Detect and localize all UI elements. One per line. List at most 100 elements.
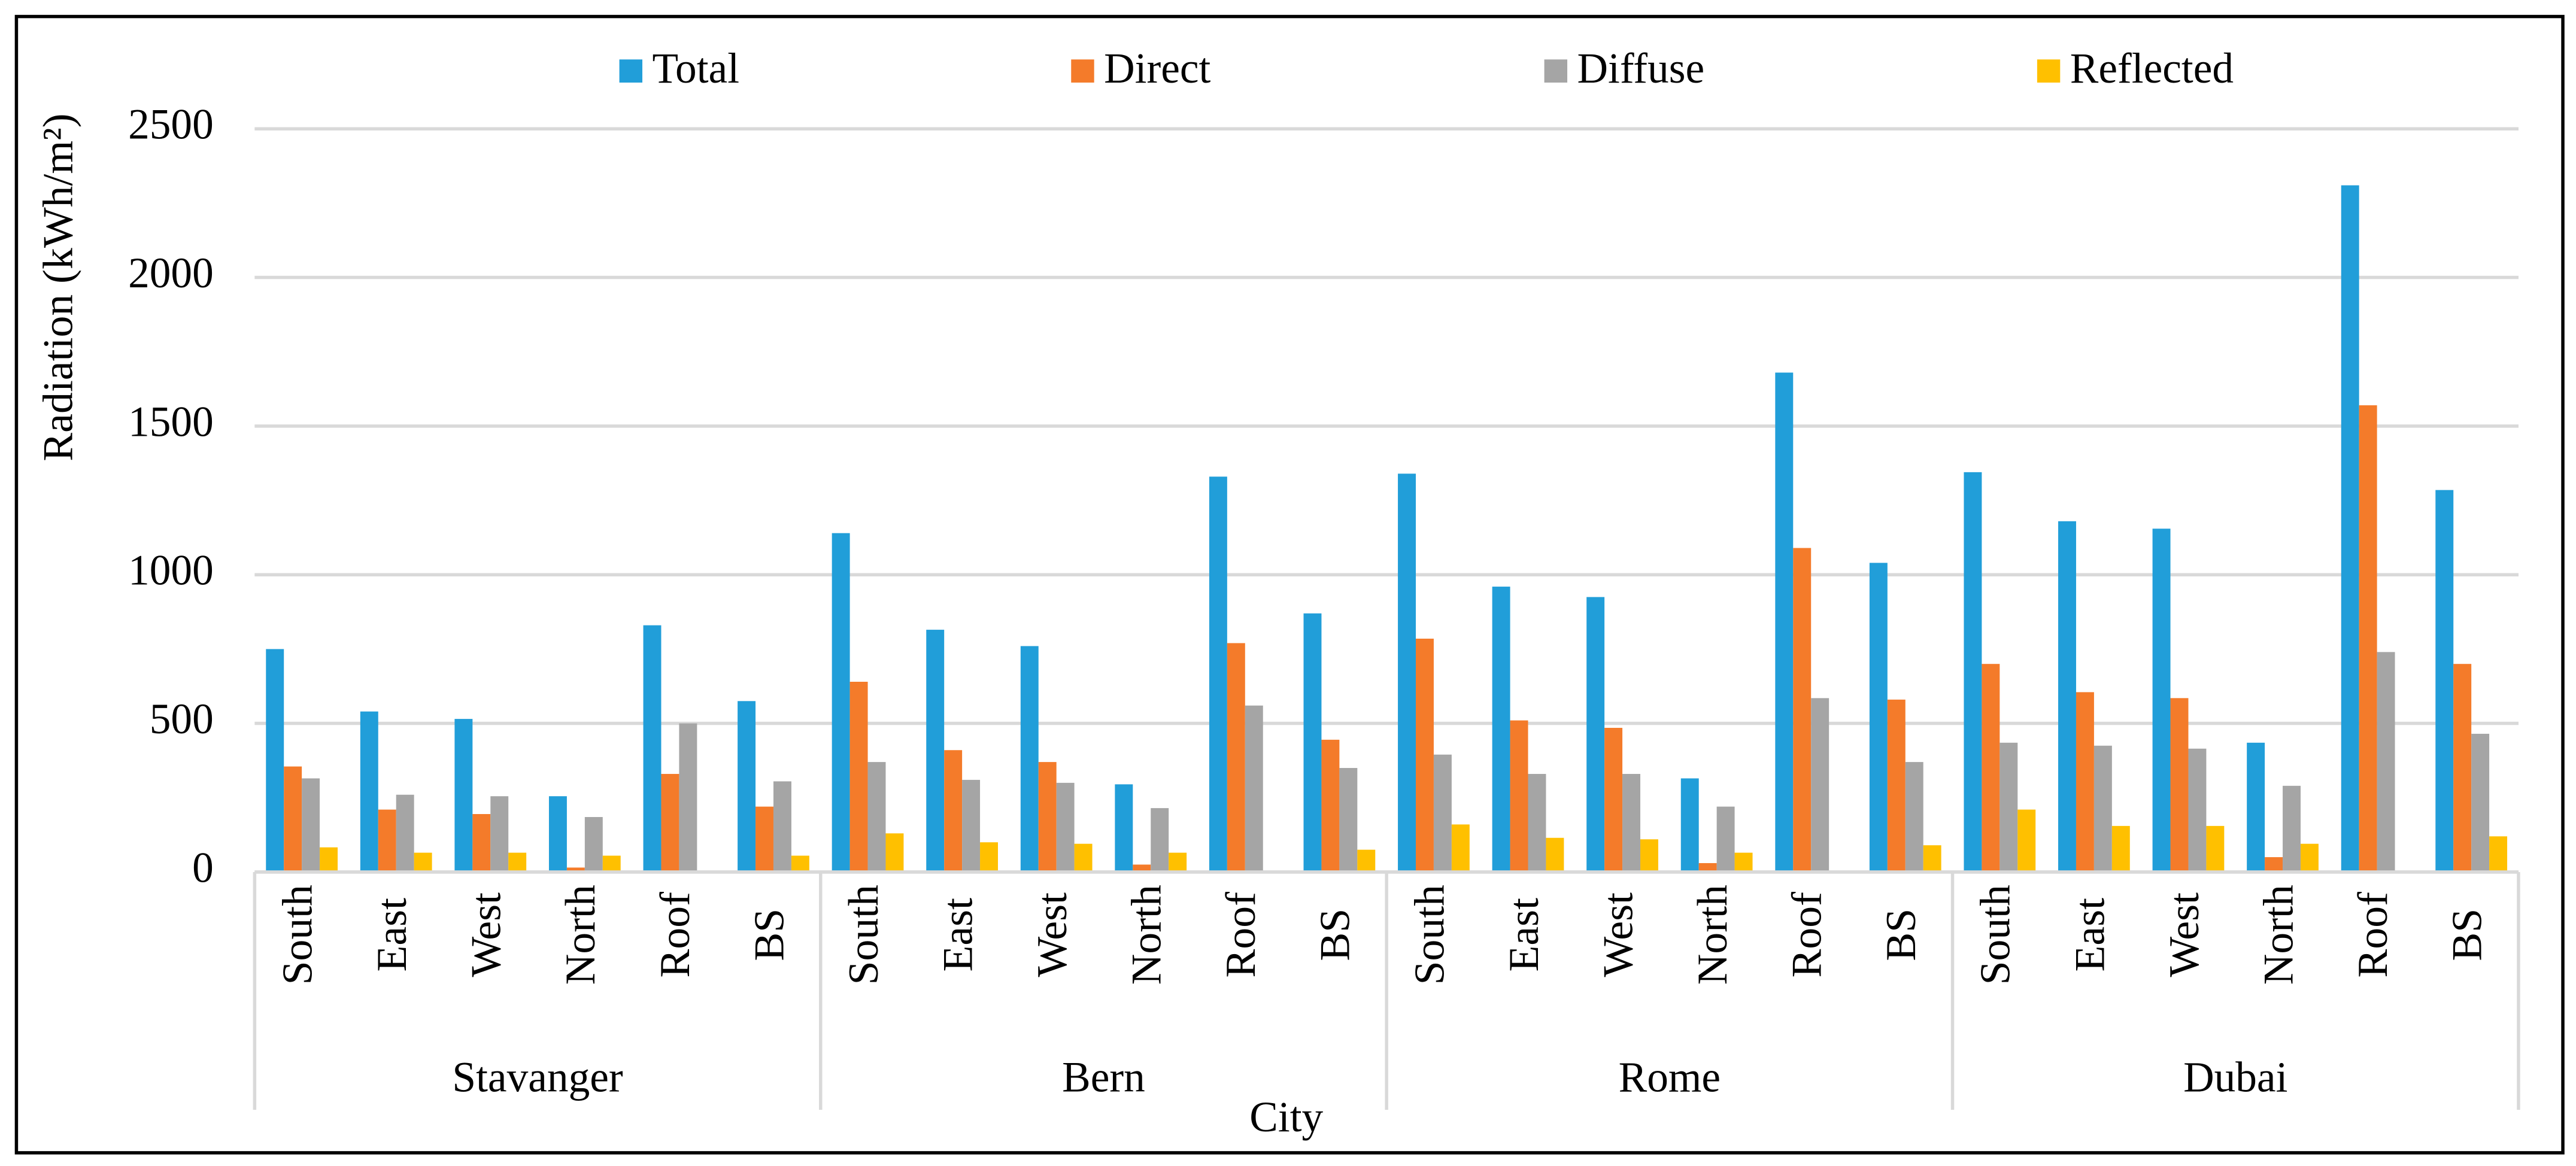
x-tick-label: North	[1123, 885, 1170, 985]
bar	[414, 852, 432, 872]
bar	[548, 796, 567, 872]
legend-label: Total	[652, 45, 739, 92]
bar	[2265, 857, 2283, 872]
bar	[2247, 742, 2265, 872]
bar	[944, 750, 963, 872]
bar	[1416, 638, 1434, 872]
bar	[867, 762, 886, 872]
group-label: Rome	[1619, 1054, 1721, 1101]
bar	[2283, 785, 2301, 872]
bar	[849, 682, 868, 872]
legend-swatch	[619, 59, 643, 83]
bar	[1586, 597, 1605, 872]
x-tick-label: South	[840, 885, 887, 985]
bar	[2471, 733, 2490, 872]
x-tick-label: West	[1595, 892, 1642, 977]
bar	[980, 842, 998, 872]
bar	[1811, 698, 1829, 872]
bar	[1321, 739, 1340, 872]
x-tick-label: BS	[2444, 909, 2491, 961]
bar	[1451, 824, 1470, 872]
bar	[584, 816, 603, 872]
bar	[1056, 782, 1075, 872]
bar	[378, 809, 396, 872]
group-label: Dubai	[2183, 1054, 2287, 1101]
bar	[302, 778, 320, 872]
bar	[508, 852, 527, 872]
y-tick-label: 1500	[128, 398, 214, 445]
legend-label: Diffuse	[1577, 45, 1704, 92]
bar	[1923, 845, 1941, 872]
chart-border	[14, 14, 2565, 1155]
bar	[885, 833, 904, 872]
y-tick-label: 500	[150, 696, 214, 743]
bar	[1905, 762, 1923, 872]
y-tick-label: 0	[192, 844, 214, 891]
x-tick-label: North	[1689, 885, 1736, 985]
bar	[791, 855, 809, 872]
bar	[1887, 699, 1906, 872]
bar	[472, 814, 491, 872]
bar	[1640, 839, 1658, 872]
bar	[2489, 836, 2508, 872]
bar	[1433, 754, 1452, 872]
bar	[490, 796, 509, 872]
bar	[602, 855, 621, 872]
bar	[2093, 745, 2112, 872]
bar	[2206, 825, 2225, 872]
x-tick-label: East	[934, 898, 982, 972]
bar	[661, 773, 679, 872]
legend-swatch	[1071, 59, 1094, 83]
bar	[320, 847, 338, 872]
bar	[566, 867, 585, 872]
x-tick-label: Roof	[2349, 892, 2396, 978]
bar	[396, 794, 414, 872]
y-axis-title: Radiation (kWh/m²)	[35, 113, 82, 461]
x-tick-label: East	[1500, 898, 1548, 972]
bar	[1303, 613, 1322, 872]
bar	[1734, 852, 1753, 872]
bar	[2170, 698, 2189, 872]
bar	[1245, 705, 1263, 872]
bar	[1604, 727, 1623, 872]
bar	[1716, 806, 1735, 872]
bar	[2017, 809, 2036, 872]
x-tick-label: East	[368, 898, 415, 972]
bar	[1999, 742, 2018, 872]
group-label: Stavanger	[452, 1054, 623, 1101]
legend-label: Reflected	[2070, 45, 2234, 92]
bar	[2377, 652, 2395, 872]
bar	[2058, 521, 2076, 872]
x-tick-label: West	[1028, 892, 1076, 977]
bar	[454, 719, 473, 872]
x-tick-label: Roof	[1783, 892, 1831, 978]
bar	[1510, 720, 1528, 872]
legend-swatch	[2037, 59, 2061, 83]
x-tick-label: West	[463, 892, 510, 977]
bar	[360, 711, 378, 872]
bar	[832, 533, 850, 872]
x-tick-label: BS	[1877, 909, 1925, 961]
bar	[1151, 808, 1169, 872]
x-tick-label: West	[2161, 892, 2208, 977]
bar	[1209, 476, 1227, 872]
bar	[1038, 762, 1057, 872]
bar	[1698, 863, 1717, 872]
bar	[926, 630, 945, 872]
bar	[962, 779, 981, 872]
bar	[2076, 692, 2094, 872]
x-tick-label: South	[274, 885, 321, 985]
bar	[1398, 473, 1416, 872]
bar	[1492, 587, 1510, 872]
bar	[1869, 563, 1888, 872]
x-tick-label: South	[1972, 885, 2019, 985]
bar	[1680, 778, 1699, 872]
x-tick-label: East	[2066, 898, 2113, 972]
bar	[679, 723, 697, 872]
bar	[1793, 548, 1812, 872]
y-tick-label: 1000	[128, 546, 214, 594]
bar	[266, 649, 284, 872]
x-tick-label: North	[557, 885, 604, 985]
